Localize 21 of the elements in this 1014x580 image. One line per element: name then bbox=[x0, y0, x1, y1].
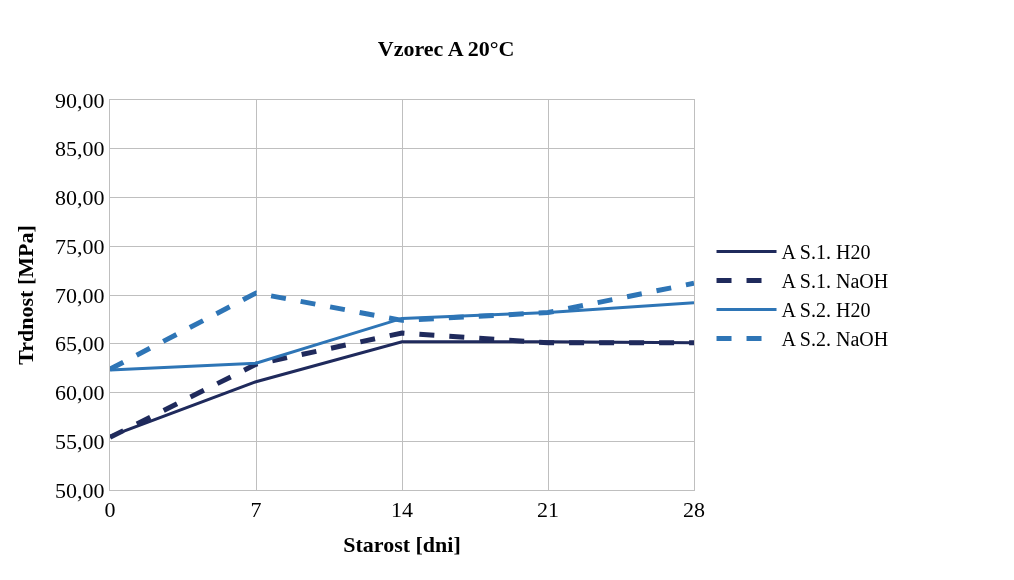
y-tick-label: 85,00 bbox=[55, 136, 105, 162]
chart-title: Vzorec A 20°C bbox=[377, 36, 515, 61]
legend-label: A S.1. NaOH bbox=[781, 270, 889, 293]
legend-label: A S.2. H20 bbox=[781, 299, 871, 322]
x-tick-label: 7 bbox=[250, 497, 262, 523]
legend-label: A S.2. NaOH bbox=[781, 328, 889, 351]
y-axis-title: Trdnost [MPa] bbox=[12, 225, 38, 365]
legend-label: A S.1. H20 bbox=[781, 241, 871, 264]
y-tick-label: 80,00 bbox=[55, 185, 105, 211]
x-axis-title: Starost [dni] bbox=[343, 532, 461, 558]
y-tick-label: 90,00 bbox=[55, 87, 105, 113]
y-tick-label: 65,00 bbox=[55, 331, 105, 357]
x-tick-label: 0 bbox=[104, 497, 116, 523]
x-tick-label: 21 bbox=[537, 497, 559, 523]
x-tick-label: 28 bbox=[683, 497, 705, 523]
x-tick-label: 14 bbox=[391, 497, 413, 523]
y-tick-label: 50,00 bbox=[55, 477, 105, 503]
y-tick-label: 55,00 bbox=[55, 428, 105, 454]
y-tick-label: 60,00 bbox=[55, 380, 105, 406]
y-tick-label: 70,00 bbox=[55, 282, 105, 308]
y-tick-label: 75,00 bbox=[55, 233, 105, 259]
